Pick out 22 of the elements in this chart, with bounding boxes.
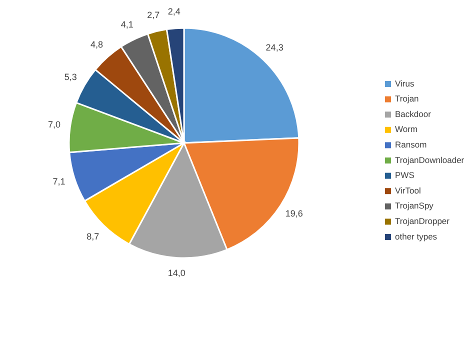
legend-label: VirTool [395,185,421,196]
legend-label: PWS [395,170,415,180]
legend-label: other types [395,231,438,242]
data-label: 2,4 [168,6,180,17]
data-label: 2,7 [147,10,160,20]
data-label: 4,1 [120,19,134,30]
legend-label: TrojanDropper [395,216,450,226]
data-label: 24,3 [266,42,284,53]
data-label: 7,0 [48,119,61,130]
legend-label: Virus [395,78,414,88]
legend-label: Trojan [395,94,420,104]
data-label: 5,3 [64,72,77,82]
data-label: 7,1 [52,176,66,187]
legend-label: TrojanSpy [395,200,434,211]
legend-label: TrojanDownloader [395,154,464,165]
legend-label: Worm [395,124,418,134]
legend-label: Ransom [395,139,427,150]
data-label: 4,8 [90,40,104,50]
data-label: 19,6 [285,208,303,218]
data-label: 8,7 [86,231,100,242]
legend-label: Backdoor [395,108,432,119]
data-label: 14,0 [168,268,186,278]
